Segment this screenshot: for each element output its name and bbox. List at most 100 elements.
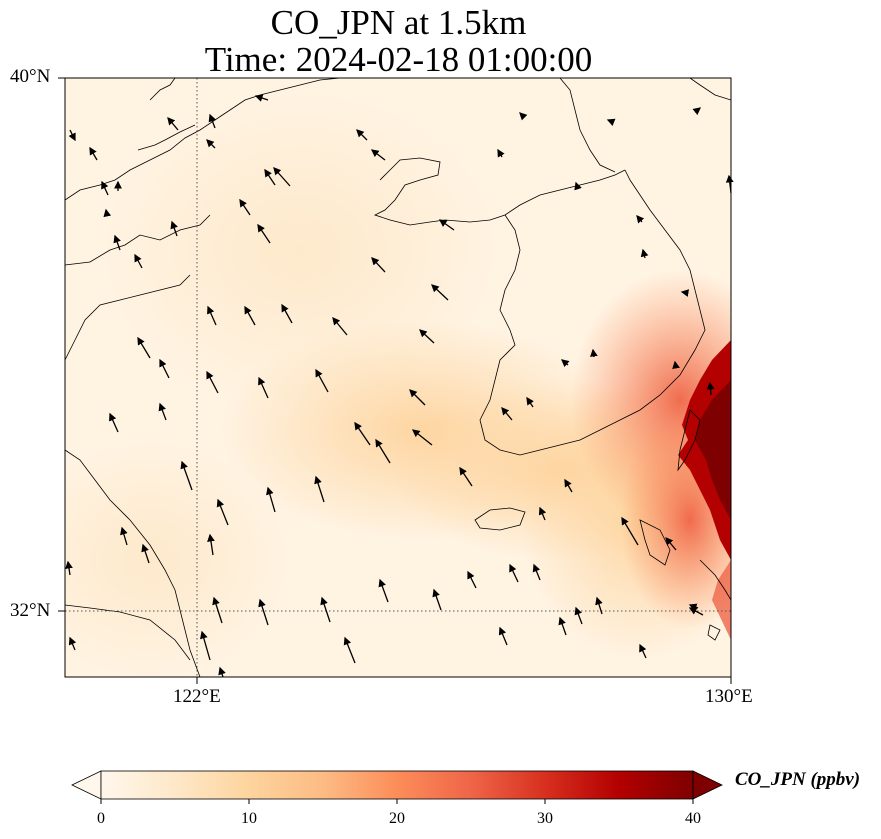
wind-arrow [375, 438, 391, 464]
wind-arrow [532, 563, 541, 581]
wind-arrow [498, 626, 508, 646]
wind-arrow [266, 486, 276, 513]
wind-arrow [680, 289, 690, 297]
wind-arrow [438, 219, 455, 231]
lon-label-130: 130°E [705, 686, 753, 707]
wind-arrow [244, 305, 256, 326]
wind-arrow [65, 560, 73, 576]
colorbar-tick-0: 0 [97, 810, 105, 827]
wind-arrow [561, 359, 570, 368]
wind-arrow [509, 563, 519, 583]
wind-arrow [431, 284, 449, 301]
colorbar-tick-20: 20 [389, 810, 405, 827]
lon-label-122: 122°E [173, 686, 221, 707]
wind-arrow [167, 117, 179, 131]
gridlines [65, 78, 731, 677]
wind-arrow [137, 336, 151, 359]
wind-arrow [320, 596, 331, 623]
wind-arrow [101, 180, 109, 196]
wind-arrow [519, 112, 528, 121]
wind-arrow [208, 113, 216, 129]
wind-vectors [65, 94, 734, 678]
wind-arrow [103, 208, 112, 218]
wind-arrow [370, 149, 386, 161]
lat-label-32: 32°N [10, 600, 51, 621]
wind-arrow [558, 616, 567, 636]
wind-arrow [564, 478, 573, 493]
wind-arrow [258, 376, 269, 399]
wind-arrow [68, 636, 77, 651]
wind-arrow [343, 636, 356, 664]
wind-arrow [665, 537, 677, 551]
colorbar [71, 770, 723, 804]
colorbar-tick-10: 10 [241, 810, 257, 827]
plot-frame [64, 77, 732, 678]
wind-arrow [378, 578, 389, 603]
wind-arrow [68, 129, 76, 142]
wind-arrow [459, 466, 473, 487]
wind-arrow [273, 167, 291, 187]
wind-arrow [574, 606, 583, 625]
wind-arrow [621, 516, 639, 546]
wind-arrow [606, 118, 616, 127]
wind-arrow [159, 358, 170, 379]
colorbar-tick-30: 30 [537, 810, 553, 827]
wind-arrow [538, 506, 547, 521]
wind-arrow [254, 94, 269, 102]
wind-arrow [239, 198, 251, 216]
wind-arrow [207, 305, 217, 326]
concentration-field [65, 78, 731, 677]
wind-arrow [257, 223, 271, 244]
wind-arrow [170, 220, 178, 237]
wind-arrow [411, 429, 433, 446]
wind-arrow [636, 215, 645, 224]
wind-arrow [688, 607, 704, 616]
wind-arrow [89, 146, 98, 161]
lat-label-40: 40°N [10, 66, 51, 87]
wind-arrow [206, 139, 216, 149]
wind-arrow [706, 381, 715, 396]
wind-arrow [692, 107, 702, 116]
wind-arrow [141, 543, 150, 564]
wind-arrow [218, 666, 226, 678]
wind-arrow [109, 412, 119, 433]
wind-arrow [332, 316, 348, 336]
colorbar-tick-40: 40 [685, 810, 701, 827]
wind-arrow [467, 570, 477, 589]
map-title-line2: Time: 2024-02-18 01:00:00 [204, 40, 593, 79]
wind-arrow [212, 596, 223, 624]
wind-arrow [206, 370, 219, 394]
wind-arrow [640, 248, 649, 259]
wind-arrow [200, 630, 211, 661]
wind-arrow [120, 526, 128, 546]
wind-arrow [432, 588, 442, 611]
wind-arrow [113, 234, 121, 251]
wind-arrow [158, 402, 167, 421]
wind-arrow [216, 498, 229, 526]
wind-arrow [639, 643, 647, 659]
colorbar-label: CO_JPN (ppbv) [735, 769, 861, 790]
wind-arrow [258, 598, 269, 626]
wind-arrow [356, 129, 368, 141]
wind-arrow [314, 475, 325, 503]
wind-arrow [574, 181, 582, 191]
wind-arrow [315, 368, 329, 393]
wind-arrow [409, 389, 426, 406]
wind-arrow [501, 407, 513, 421]
wind-arrow [354, 421, 371, 446]
wind-arrow [264, 168, 276, 186]
wind-arrow [595, 596, 603, 615]
wind-arrow [526, 396, 534, 408]
wind-arrow [590, 348, 598, 358]
wind-arrow [419, 329, 435, 344]
map-title-line1: CO_JPN at 1.5km [270, 3, 527, 42]
wind-arrow [497, 148, 505, 158]
wind-arrow [180, 460, 193, 491]
wind-arrow [371, 257, 386, 273]
wind-arrow [281, 303, 293, 324]
wind-arrow [134, 253, 143, 269]
coastlines [65, 78, 731, 677]
wind-arrow [207, 533, 215, 556]
wind-arrow [672, 360, 680, 370]
